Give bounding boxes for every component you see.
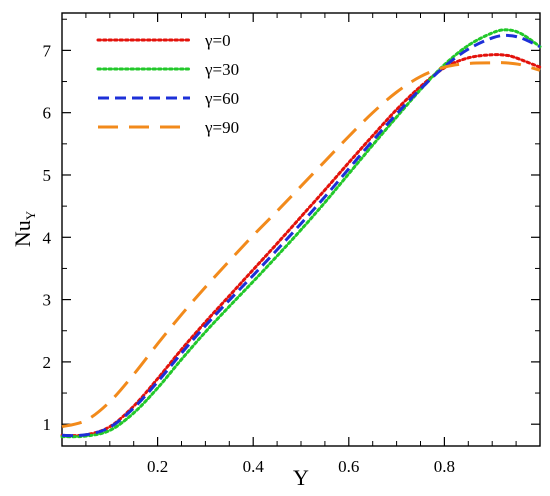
- x-axis-label: Y: [293, 465, 309, 490]
- legend-label: γ=60: [204, 89, 239, 108]
- y-tick-label: 4: [43, 228, 52, 247]
- y-axis-label-sub: Y: [23, 210, 38, 220]
- y-tick-label: 6: [43, 104, 52, 123]
- series-line: [60, 28, 542, 439]
- y-tick-label: 1: [43, 415, 52, 434]
- y-tick-label: 2: [43, 353, 52, 372]
- y-tick-label: 7: [43, 41, 52, 60]
- y-axis-label-main: Nu: [10, 220, 35, 247]
- series-line: [61, 33, 541, 438]
- legend-label: γ=30: [204, 60, 239, 79]
- series-line: [61, 61, 541, 429]
- axis-ticks: [62, 13, 540, 446]
- series-layer: [60, 28, 542, 439]
- axis-tick-labels: 0.2 0.4 0.6 0.8 1 2 3 4 5 6 7: [43, 41, 456, 476]
- legend-label: γ=90: [204, 118, 239, 137]
- x-tick-label: 0.2: [147, 457, 168, 476]
- legend: γ=0 γ=30 γ=60 γ=90: [96, 31, 239, 137]
- y-tick-label: 3: [43, 291, 52, 310]
- y-axis-label: NuY: [10, 210, 38, 247]
- legend-label: γ=0: [204, 31, 231, 50]
- x-tick-label: 0.4: [243, 457, 265, 476]
- y-tick-label: 5: [43, 166, 52, 185]
- x-tick-label: 0.8: [434, 457, 455, 476]
- series-line: [60, 53, 542, 438]
- x-tick-label: 0.6: [338, 457, 359, 476]
